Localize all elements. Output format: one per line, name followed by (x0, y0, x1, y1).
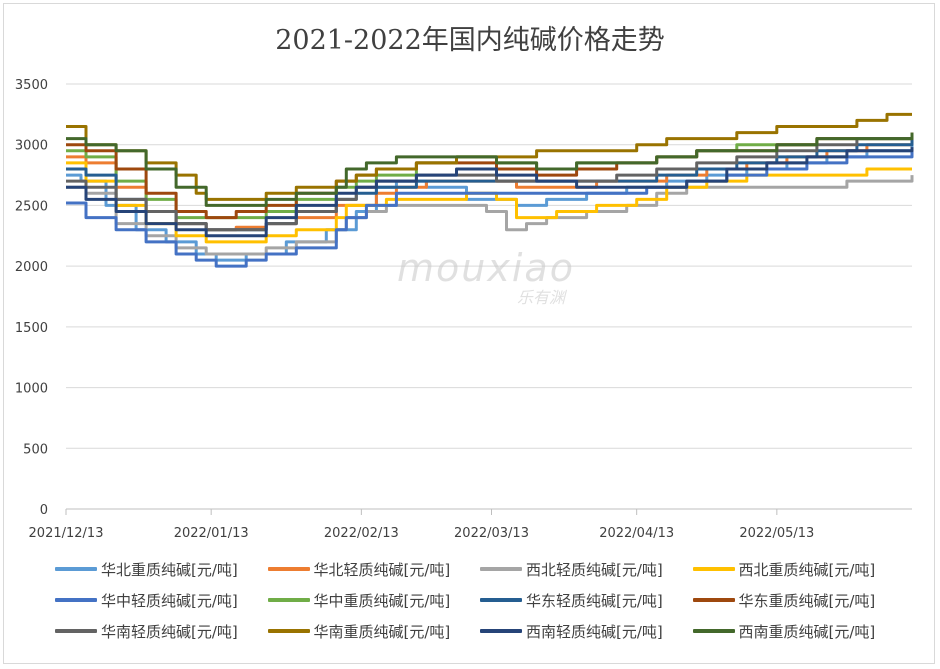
y-tick-label: 1000 (15, 382, 48, 397)
legend-swatch (267, 567, 310, 571)
legend-label: 西南重质纯碱[元/吨] (738, 622, 876, 641)
legend-swatch (55, 629, 97, 633)
legend-swatch (692, 598, 735, 602)
series-line-9 (66, 137, 912, 232)
legend-swatch (480, 567, 522, 571)
y-tick-label: 500 (23, 442, 48, 457)
legend-item-1: 华北重质纯碱[元/吨] (55, 558, 268, 580)
y-tick-label: 1500 (15, 321, 48, 336)
legend-label: 华北重质纯碱[元/吨] (101, 560, 238, 579)
legend-swatch (692, 629, 735, 633)
legend-swatch (480, 629, 522, 633)
legend-label: 华东重质纯碱[元/吨] (738, 591, 876, 610)
legend-label: 华中轻质纯碱[元/吨] (101, 591, 238, 610)
x-tick-label: 2022/04/13 (599, 526, 674, 541)
legend-item-8: 华东重质纯碱[元/吨] (692, 589, 906, 611)
legend-item-11: 西南轻质纯碱[元/吨] (480, 620, 693, 642)
legend-item-12: 西南重质纯碱[元/吨] (692, 620, 906, 642)
legend-item-9: 华南轻质纯碱[元/吨] (55, 620, 268, 642)
series-line-12 (66, 132, 914, 207)
legend-label: 华北轻质纯碱[元/吨] (313, 560, 451, 579)
y-tick-label: 3000 (15, 139, 48, 154)
y-tick-label: 0 (40, 503, 48, 518)
y-tick-label: 2000 (15, 260, 48, 275)
x-tick-label: 2022/01/13 (174, 526, 249, 541)
series-line-11 (66, 147, 914, 238)
chart-title: 2021-2022年国内纯碱价格走势 (275, 25, 665, 56)
series-line-4 (66, 161, 912, 244)
y-tick-label: 2500 (15, 199, 48, 214)
x-tick-label: 2022/03/13 (454, 526, 529, 541)
legend-label: 西南轻质纯碱[元/吨] (526, 622, 663, 641)
legend-label: 华南重质纯碱[元/吨] (313, 622, 451, 641)
chart-frame (3, 3, 935, 664)
legend-item-3: 西北轻质纯碱[元/吨] (480, 558, 693, 580)
legend-item-5: 华中轻质纯碱[元/吨] (55, 589, 268, 611)
legend-label: 华南轻质纯碱[元/吨] (101, 622, 238, 641)
legend-swatch (55, 598, 97, 602)
legend-swatch (267, 629, 310, 633)
legend-item-7: 华东轻质纯碱[元/吨] (480, 589, 693, 611)
legend-label: 华中重质纯碱[元/吨] (313, 591, 451, 610)
legend-swatch (480, 598, 522, 602)
legend-label: 华东轻质纯碱[元/吨] (526, 591, 663, 610)
series-line-5 (66, 150, 914, 268)
legend-item-10: 华南重质纯碱[元/吨] (267, 620, 481, 642)
legend-item-6: 华中重质纯碱[元/吨] (267, 589, 481, 611)
legend-swatch (55, 567, 97, 571)
x-tick-label: 2021/12/13 (29, 526, 104, 541)
x-tick-label: 2022/02/13 (324, 526, 399, 541)
chart-legend: 华北重质纯碱[元/吨] 华北轻质纯碱[元/吨] 西北轻质纯碱[元/吨] 西北重质纯碱[… (55, 558, 905, 642)
legend-item-2: 华北轻质纯碱[元/吨] (267, 558, 481, 580)
y-tick-label: 3500 (15, 78, 48, 93)
legend-label: 西北轻质纯碱[元/吨] (526, 560, 663, 579)
legend-item-4: 西北重质纯碱[元/吨] (692, 558, 906, 580)
legend-swatch (692, 567, 735, 571)
legend-label: 西北重质纯碱[元/吨] (738, 560, 876, 579)
x-tick-label: 2022/05/13 (739, 526, 814, 541)
legend-swatch (267, 598, 310, 602)
